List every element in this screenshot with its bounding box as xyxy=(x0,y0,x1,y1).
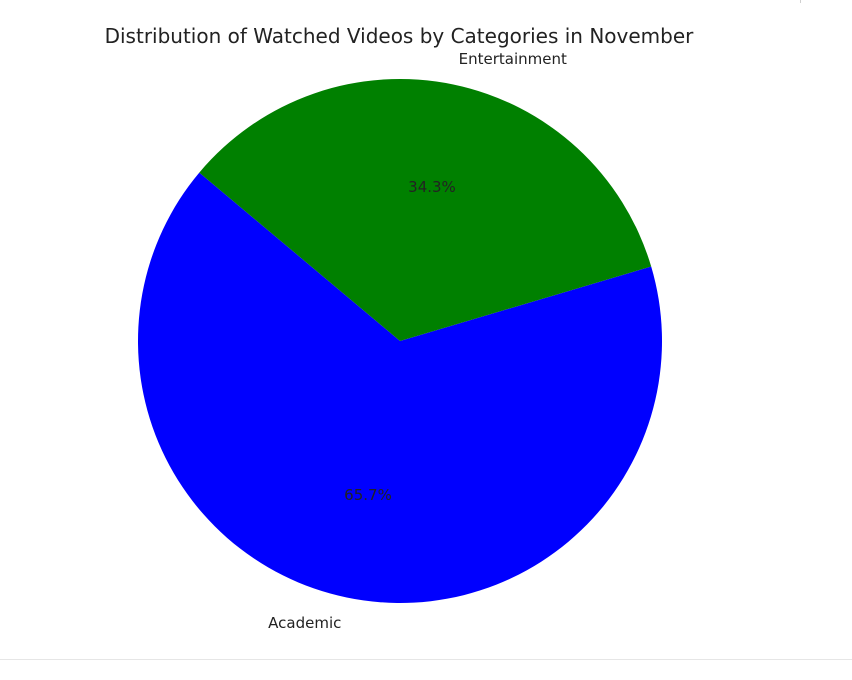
pie-labels: 65.7% Academic 34.3% Entertainment xyxy=(268,50,567,632)
category-label-entertainment: Entertainment xyxy=(459,50,567,68)
pie-slice-entertainment xyxy=(199,78,652,341)
bottom-divider xyxy=(0,659,852,660)
percent-label-entertainment: 34.3% xyxy=(408,178,456,196)
percent-label-academic: 65.7% xyxy=(344,486,392,504)
pie-slices xyxy=(138,78,662,603)
chart-title: Distribution of Watched Videos by Catego… xyxy=(105,24,695,48)
category-label-academic: Academic xyxy=(268,614,341,632)
pie-slice-academic xyxy=(138,172,662,603)
corner-tick xyxy=(800,0,801,3)
